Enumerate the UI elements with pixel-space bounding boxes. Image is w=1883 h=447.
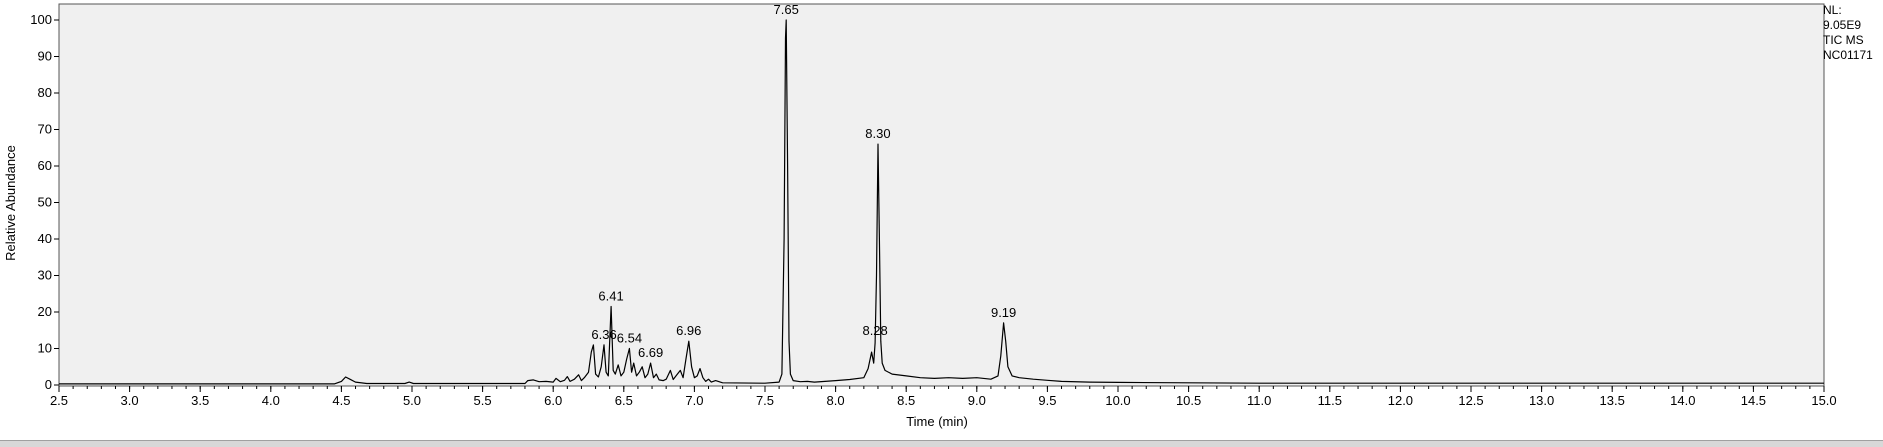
x-tick-label: 9.5 — [1038, 393, 1056, 408]
peak-label: 6.36 — [591, 327, 616, 342]
peak-label: 6.69 — [638, 345, 663, 360]
x-tick-label: 14.0 — [1670, 393, 1695, 408]
x-tick-label: 5.0 — [403, 393, 421, 408]
x-tick-label: 3.5 — [191, 393, 209, 408]
x-tick-label: 8.0 — [827, 393, 845, 408]
x-tick-label: 7.0 — [685, 393, 703, 408]
x-tick-label: 10.5 — [1176, 393, 1201, 408]
peak-label: 8.28 — [862, 323, 887, 338]
x-tick-label: 5.5 — [474, 393, 492, 408]
x-tick-label: 11.0 — [1247, 393, 1271, 408]
y-tick-label: 40 — [38, 231, 52, 246]
peak-label: 6.54 — [617, 331, 642, 346]
info-line: NL: — [1823, 3, 1842, 17]
y-tick-label: 60 — [38, 158, 52, 173]
y-tick-label: 30 — [38, 268, 52, 283]
peak-label: 7.65 — [774, 2, 799, 17]
y-axis-title: Relative Abundance — [3, 145, 18, 261]
x-tick-label: 14.5 — [1741, 393, 1766, 408]
x-tick-label: 4.0 — [262, 393, 280, 408]
x-tick-label: 13.0 — [1529, 393, 1554, 408]
bottom-scroll-bar — [0, 440, 1883, 447]
peak-label-group: 6.36 6.41 6.546.69 6.96 7.65 8.28 8.30 9.19 — [591, 2, 1016, 360]
series-group — [59, 19, 1824, 385]
info-line: NC01171 — [1823, 48, 1873, 62]
info-line: 9.05E9 — [1823, 18, 1861, 32]
peak-label: 6.41 — [598, 289, 623, 304]
peak-label: 9.19 — [991, 305, 1016, 320]
x-tick-label: 4.5 — [332, 393, 350, 408]
y-tick-label: 80 — [38, 85, 52, 100]
y-tick-label: 70 — [38, 122, 52, 137]
peak-label: 6.96 — [676, 323, 701, 338]
y-tick-label: 0 — [45, 377, 52, 392]
x-tick-label: 7.5 — [756, 393, 774, 408]
y-tick-label: 90 — [38, 49, 52, 64]
info-block: NL: 9.05E9 TIC MS NC01171 — [1823, 3, 1873, 62]
y-tick-label: 20 — [38, 304, 52, 319]
x-tick-label: 13.5 — [1600, 393, 1625, 408]
x-tick-label: 15.0 — [1811, 393, 1836, 408]
x-tick-label: 9.0 — [968, 393, 986, 408]
x-tick-label: 2.5 — [50, 393, 68, 408]
x-tick-label: 6.5 — [615, 393, 633, 408]
x-tick-label: 8.5 — [897, 393, 915, 408]
tic-trace-line — [59, 19, 1824, 385]
x-tick-label: 10.0 — [1105, 393, 1130, 408]
y-tick-label: 100 — [30, 12, 52, 27]
x-tick-label: 12.0 — [1388, 393, 1413, 408]
y-axis: 0 10 20 30 40 50 60 70 80 90 100 — [30, 12, 59, 392]
x-tick-label: 3.0 — [121, 393, 139, 408]
x-tick-label: 11.5 — [1318, 393, 1342, 408]
x-tick-label: 12.5 — [1458, 393, 1483, 408]
x-tick-label: 6.0 — [544, 393, 562, 408]
peak-label: 8.30 — [865, 126, 890, 141]
x-axis: 2.5 3.0 3.5 4.0 4.5 5.0 5.5 6.0 6.5 7.0 7.5 8.0 8.5 9… — [50, 386, 1837, 408]
x-axis-title: Time (min) — [906, 414, 968, 429]
y-tick-label: 50 — [38, 195, 52, 210]
plot-area — [58, 3, 1825, 387]
y-tick-label: 10 — [38, 341, 52, 356]
info-line: TIC MS — [1823, 33, 1864, 47]
